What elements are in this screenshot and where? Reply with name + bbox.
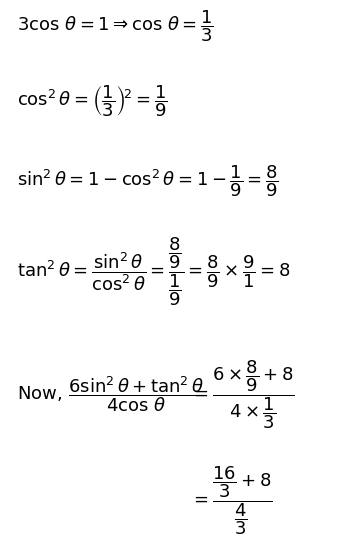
Text: $\tan^2\theta = \dfrac{\sin^2\theta}{\cos^2\theta} = \dfrac{\dfrac{8}{9}}{\dfrac: $\tan^2\theta = \dfrac{\sin^2\theta}{\co… (18, 235, 291, 308)
Text: $\text{Now},\, \dfrac{6\sin^2\theta + \tan^2\theta}{4\cos\,\theta}$: $\text{Now},\, \dfrac{6\sin^2\theta + \t… (18, 374, 205, 414)
Text: $\cos^2\theta = \left(\dfrac{1}{3}\right)^{\!2} = \dfrac{1}{9}$: $\cos^2\theta = \left(\dfrac{1}{3}\right… (18, 83, 168, 119)
Text: $= \dfrac{6 \times \dfrac{8}{9} + 8}{4 \times \dfrac{1}{3}}$: $= \dfrac{6 \times \dfrac{8}{9} + 8}{4 \… (190, 357, 295, 430)
Text: $3\cos\,\theta = 1 \Rightarrow \cos\,\theta = \dfrac{1}{3}$: $3\cos\,\theta = 1 \Rightarrow \cos\,\th… (18, 9, 214, 44)
Text: $\sin^2\theta = 1 - \cos^2\theta = 1 - \dfrac{1}{9} = \dfrac{8}{9}$: $\sin^2\theta = 1 - \cos^2\theta = 1 - \… (18, 163, 279, 199)
Text: $= \dfrac{\dfrac{16}{3} + 8}{\dfrac{4}{3}}$: $= \dfrac{\dfrac{16}{3} + 8}{\dfrac{4}{3… (190, 464, 273, 537)
